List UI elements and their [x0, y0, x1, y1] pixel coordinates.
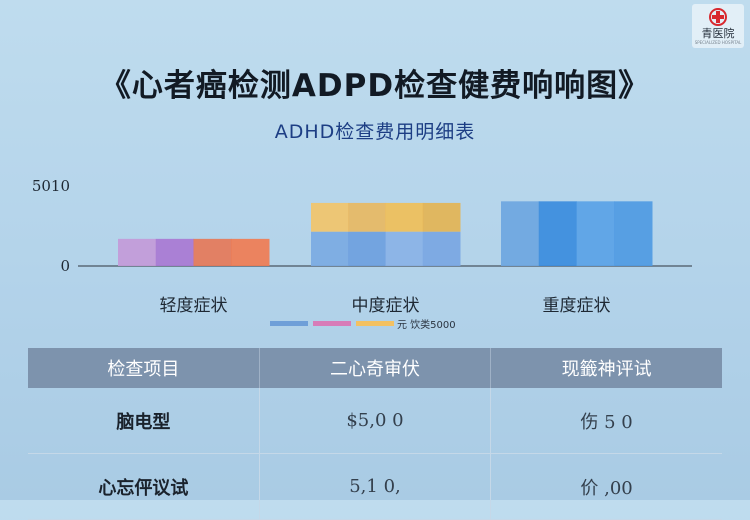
legend-item — [313, 318, 351, 329]
table-header-row: 检查项目 二心奇审伏 现籤神评试 — [28, 348, 722, 388]
bar-moderate-lower — [348, 231, 386, 266]
hospital-logo: 青医院 SPECIALIZED HOSPITAL — [692, 4, 744, 48]
logo-name: 青医院 — [701, 27, 735, 40]
y-tick-label: 0 — [60, 257, 70, 275]
bar-severe — [538, 201, 577, 266]
bar-moderate-lower — [385, 231, 424, 266]
table-cell-value: 价 ,00 — [490, 453, 722, 520]
page-title: 《心者癌检测ADPD检查健费响响图》 — [99, 68, 651, 104]
category-label: 重度症状 — [543, 296, 611, 316]
table-cell-item: 脑电型 — [28, 388, 260, 454]
bar-moderate-lower — [422, 231, 461, 266]
bar-mild — [155, 238, 194, 266]
bar-moderate-upper — [348, 202, 386, 232]
table-row: 心忘伻议试 5,1 0, 价 ,00 — [28, 453, 722, 520]
legend-swatch — [270, 320, 308, 326]
table-header-col2: 二心奇审伏 — [259, 348, 492, 388]
bar-moderate-upper — [422, 202, 461, 232]
table-cell-value: $5,0 0 — [259, 388, 492, 454]
legend-label: 元 饮类5000 — [397, 320, 456, 331]
bar-chart: 5010 0 轻度症状 中度症状 重度症状 — [32, 177, 692, 316]
table-header-item: 检查项目 — [28, 348, 260, 388]
chart-legend: 元 饮类5000 — [270, 316, 461, 331]
legend-swatch — [356, 321, 394, 326]
bar-moderate-upper — [385, 202, 424, 232]
chart-subtitle: ADHD检查费用明细表 — [274, 121, 476, 143]
bar-severe — [614, 201, 653, 266]
bar-severe — [501, 201, 540, 266]
bar-severe — [576, 201, 615, 266]
table-cell-item: 心忘伻议试 — [28, 453, 260, 520]
bar-moderate-upper — [311, 202, 349, 232]
bar-mild — [193, 238, 232, 266]
legend-item: 元 饮类5000 — [356, 316, 456, 331]
bar-mild — [118, 238, 157, 266]
logo-subtitle: SPECIALIZED HOSPITAL — [694, 40, 742, 45]
hospital-cross-icon — [709, 8, 727, 26]
legend-item — [270, 318, 308, 329]
table-cell-value: 5,1 0, — [259, 453, 492, 520]
cost-table: 检查项目 二心奇审伏 现籤神评试 脑电型 $5,0 0 伤 5 0 心忘伻议试 … — [28, 348, 722, 520]
bar-moderate-lower — [311, 231, 349, 266]
table-row: 脑电型 $5,0 0 伤 5 0 — [28, 388, 722, 454]
category-label: 中度症状 — [352, 296, 420, 316]
category-label: 轻度症状 — [160, 296, 228, 316]
table-header-col3: 现籤神评试 — [490, 348, 722, 388]
legend-swatch — [313, 320, 351, 326]
y-tick-label: 5010 — [32, 177, 70, 195]
table-cell-value: 伤 5 0 — [490, 388, 722, 454]
bar-mild — [231, 238, 270, 266]
